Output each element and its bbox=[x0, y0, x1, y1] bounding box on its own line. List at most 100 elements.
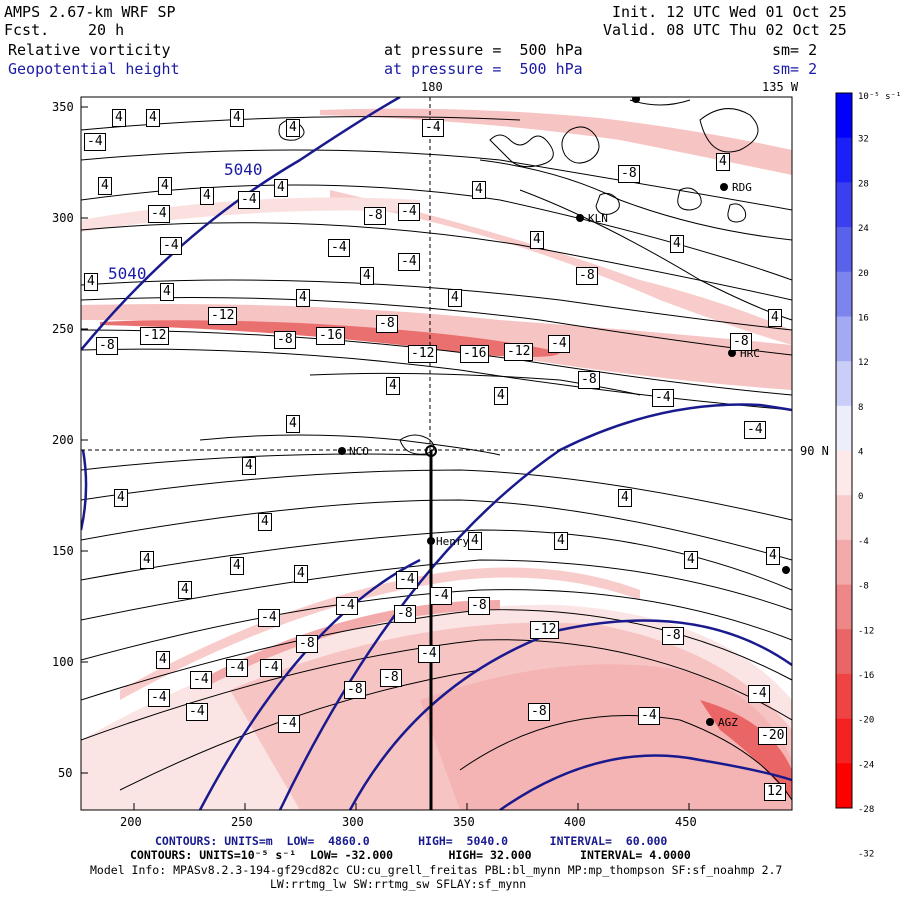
vorticity-contour-label: 4 bbox=[294, 565, 308, 583]
vorticity-contour-label: 4 bbox=[296, 289, 310, 307]
colorbar-swatch bbox=[836, 584, 852, 630]
colorbar-label: -28 bbox=[858, 805, 874, 815]
colorbar-label: 8 bbox=[858, 403, 863, 413]
colorbar-label: -20 bbox=[858, 716, 874, 726]
vorticity-contour-label: 4 bbox=[530, 231, 544, 249]
x-tick-350: 350 bbox=[453, 815, 475, 829]
height-contour-north bbox=[81, 97, 401, 351]
vorticity-contour-label: -4 bbox=[278, 715, 300, 733]
vorticity-contour-label: 4 bbox=[114, 489, 128, 507]
footer-model-info-2: LW:rrtmg_lw SW:rrtmg_sw SFLAY:sf_mynn bbox=[270, 877, 527, 891]
vorticity-contour-label: -16 bbox=[316, 327, 346, 345]
plot-title: AMPS 2.67-km WRF SP bbox=[4, 3, 176, 21]
vorticity-contour-label: 4 bbox=[98, 177, 112, 195]
vorticity-contour-label: -8 bbox=[394, 605, 416, 623]
colorbar-swatch bbox=[836, 763, 852, 809]
map-frame bbox=[80, 96, 793, 811]
vorticity-contour-label: -4 bbox=[398, 203, 420, 221]
pressure-level-1: at pressure = 500 hPa bbox=[384, 41, 583, 59]
smoothing-1: sm= 2 bbox=[772, 41, 818, 59]
vorticity-contour-label: -12 bbox=[530, 621, 560, 639]
vorticity-contour-label: 4 bbox=[160, 283, 174, 301]
vorticity-contour-label: 4 bbox=[766, 547, 780, 565]
vorticity-contour-label: -4 bbox=[744, 421, 766, 439]
vorticity-contour-label: -8 bbox=[364, 207, 386, 225]
vorticity-contour-label: 4 bbox=[258, 513, 272, 531]
colorbar-swatch bbox=[836, 227, 852, 273]
colorbar-label: -24 bbox=[858, 760, 874, 770]
x-tick-300: 300 bbox=[342, 815, 364, 829]
vorticity-contour-label: 4 bbox=[230, 109, 244, 127]
vorticity-contour-label: 4 bbox=[448, 289, 462, 307]
colorbar-swatch bbox=[836, 495, 852, 541]
vorticity-contour-label: -4 bbox=[748, 685, 770, 703]
vorticity-contour-label: -4 bbox=[84, 133, 106, 151]
vorticity-shade-south-3 bbox=[420, 664, 792, 810]
station-rdg-label: RDG bbox=[732, 181, 752, 194]
y-tick-300: 300 bbox=[52, 211, 74, 225]
vorticity-contour-label: -8 bbox=[468, 597, 490, 615]
vorticity-small-features bbox=[278, 99, 759, 455]
station-kln-dot bbox=[576, 214, 584, 222]
vorticity-contour-label: -4 bbox=[258, 609, 280, 627]
vorticity-contour-label: 4 bbox=[494, 387, 508, 405]
colorbar-swatch bbox=[836, 718, 852, 764]
station-nco-dot bbox=[338, 447, 346, 455]
vorticity-contour-label: 4 bbox=[112, 109, 126, 127]
vorticity-contour-label: -8 bbox=[96, 337, 118, 355]
vorticity-band-mid-core bbox=[100, 320, 560, 357]
colorbar-unit: 10⁻⁵ s⁻¹ bbox=[858, 92, 900, 102]
y-tick-350: 350 bbox=[52, 100, 74, 114]
footer-height-contours: CONTOURS: UNITS=m LOW= 4860.0 HIGH= 5040… bbox=[155, 834, 668, 848]
vorticity-contour-label: -8 bbox=[618, 165, 640, 183]
vorticity-contour-label: -8 bbox=[576, 267, 598, 285]
vorticity-contour-label: -4 bbox=[430, 587, 452, 605]
y-tick-100: 100 bbox=[52, 655, 74, 669]
station-kln-label: KLN bbox=[588, 212, 608, 225]
vorticity-contour-label: -4 bbox=[260, 659, 282, 677]
pole-marker bbox=[425, 445, 437, 457]
y-tick-50: 50 bbox=[58, 766, 73, 780]
vorticity-contour-label: -16 bbox=[460, 345, 490, 363]
colorbar-frame bbox=[835, 92, 853, 809]
colorbar-label: -12 bbox=[858, 626, 874, 636]
vorticity-contour-label: -4 bbox=[238, 191, 260, 209]
colorbar-label: 24 bbox=[858, 224, 869, 234]
x-tick-400: 400 bbox=[564, 815, 586, 829]
vorticity-contour-label: -4 bbox=[548, 335, 570, 353]
vorticity-contour-label: 4 bbox=[286, 119, 300, 137]
vorticity-contour-label: 4 bbox=[242, 457, 256, 475]
forecast-hour: 20 h bbox=[88, 21, 125, 39]
vorticity-contour-label: -12 bbox=[408, 345, 438, 363]
colorbar-label: 28 bbox=[858, 179, 869, 189]
colorbar-swatch bbox=[836, 93, 852, 139]
station-edge-dot bbox=[782, 566, 790, 574]
colorbar-label: 32 bbox=[858, 135, 869, 145]
vorticity-contour-label: 4 bbox=[468, 532, 482, 550]
vorticity-contour-label: -4 bbox=[422, 119, 444, 137]
vorticity-contour-label: 4 bbox=[716, 153, 730, 171]
vorticity-contour-label: -8 bbox=[578, 371, 600, 389]
colorbar-swatch bbox=[836, 629, 852, 675]
vorticity-contour-label: 4 bbox=[472, 181, 486, 199]
vorticity-contour-label: 4 bbox=[178, 581, 192, 599]
colorbar-swatch bbox=[836, 539, 852, 586]
vorticity-contour-label: 4 bbox=[386, 377, 400, 395]
vorticity-contour-label: -8 bbox=[376, 315, 398, 333]
vorticity-contour-label: -8 bbox=[380, 669, 402, 687]
vorticity-contour-label: 4 bbox=[230, 557, 244, 575]
colorbar-swatch bbox=[836, 271, 852, 317]
vorticity-contour-label: 4 bbox=[286, 415, 300, 433]
vorticity-contour-label: 4 bbox=[140, 551, 154, 569]
colorbar: 32 28 24 20 16 12 8 4 0 -4 -8 -12 -16 -20 -24 -28 -32 bbox=[835, 92, 874, 860]
height-contour-west bbox=[81, 449, 88, 531]
vorticity-shade-core bbox=[700, 700, 792, 800]
init-time: Init. 12 UTC Wed 01 Oct 25 bbox=[612, 3, 847, 21]
vorticity-contour-label: -8 bbox=[296, 635, 318, 653]
axis-ticks bbox=[81, 106, 690, 810]
vorticity-contour-label: -4 bbox=[638, 707, 660, 725]
vorticity-contour-label: -4 bbox=[396, 571, 418, 589]
vorticity-contour-label: 4 bbox=[618, 489, 632, 507]
vorticity-contour-label: -8 bbox=[662, 627, 684, 645]
